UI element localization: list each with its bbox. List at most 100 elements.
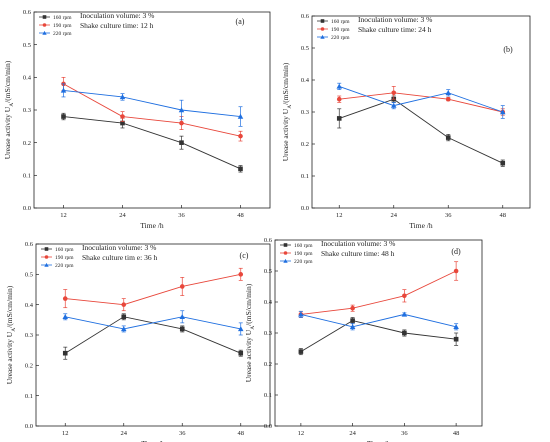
data-point-triangle	[283, 258, 288, 263]
data-point-circle	[44, 255, 49, 259]
series-line	[300, 313, 457, 328]
plot-frame	[274, 239, 483, 427]
legend-entry-160-rpm: 160 rpm	[331, 19, 350, 25]
data-point-square	[62, 350, 68, 356]
y-tick-label: 0.3	[301, 109, 309, 116]
data-point-triangle	[42, 30, 47, 35]
y-axis-title: Urease activity UA/(mS/cm/min)	[281, 62, 293, 161]
data-point-circle	[179, 284, 185, 289]
data-point-triangle	[298, 311, 304, 317]
y-tick-label: 0.2	[264, 361, 272, 368]
y-tick-label: 0.1	[25, 393, 33, 400]
data-point-triangle	[120, 326, 127, 332]
y-tick-label: 0.5	[23, 42, 31, 49]
series-line	[65, 316, 241, 330]
data-point-triangle	[336, 83, 343, 89]
legend-entry-160-rpm: 160 rpm	[55, 247, 74, 253]
data-point-triangle	[390, 102, 397, 108]
data-point-square	[120, 120, 125, 126]
data-point-circle	[238, 133, 243, 139]
y-tick-label: 0.4	[23, 75, 32, 82]
data-point-square	[453, 336, 459, 342]
x-tick-label: 24	[349, 430, 356, 437]
chart-panel-2: 0.0 0.1 0.2 0.3 0.4 0.5 0.6 12 24 36 48 Time /h Urea…	[281, 13, 531, 230]
data-point-triangle	[401, 311, 408, 317]
annotation-line-2: Shake culture time: 12 h	[80, 21, 154, 30]
legend-entry-190-rpm: 190 rpm	[55, 255, 74, 261]
legend-entry-220-rpm: 220 rpm	[55, 263, 74, 269]
y-tick-label: 0.1	[301, 173, 309, 180]
x-tick-label: 24	[121, 430, 128, 437]
series-220-rpm	[298, 310, 459, 331]
data-point-square	[320, 19, 325, 23]
y-tick-label: 0.0	[25, 423, 33, 430]
legend-entry-190-rpm: 190 rpm	[53, 23, 72, 29]
plot-frame	[35, 243, 271, 427]
x-tick-label: 12	[336, 212, 343, 219]
data-point-square	[179, 326, 185, 332]
data-point-triangle	[445, 90, 452, 96]
data-point-triangle	[119, 94, 126, 100]
legend-entry-220-rpm: 220 rpm	[331, 35, 350, 41]
data-point-square	[336, 116, 342, 121]
data-point-square	[500, 160, 506, 166]
data-point-square	[61, 114, 66, 119]
data-point-square	[238, 166, 243, 172]
y-tick-label: 0.3	[23, 107, 31, 114]
data-point-square	[283, 243, 288, 247]
y-tick-label: 0.6	[23, 9, 32, 16]
data-point-circle	[402, 293, 407, 299]
x-tick-label: 36	[178, 212, 185, 219]
y-tick-label: 0.4	[264, 299, 273, 306]
y-axis-title: Urease activity UA/(mS/cm/min)	[3, 60, 15, 159]
x-axis-title: Time /h	[367, 439, 391, 442]
data-point-triangle	[60, 87, 67, 93]
y-tick-label: 0.6	[264, 237, 273, 244]
series-160-rpm	[298, 317, 459, 356]
plot-frame	[311, 15, 531, 209]
series-line	[63, 89, 241, 117]
plot-frame	[33, 11, 271, 209]
data-point-square	[402, 330, 407, 336]
data-point-triangle	[237, 326, 244, 332]
legend-entry-220-rpm: 220 rpm	[53, 31, 72, 37]
series-190-rpm	[298, 261, 459, 318]
data-point-triangle	[349, 324, 356, 330]
panel-label: (b)	[503, 45, 513, 54]
y-axis-title: Urease activity UA/(mS/cm/min)	[5, 285, 17, 384]
annotation-line-1: Inoculation volume: 3 %	[358, 15, 432, 24]
data-point-triangle	[453, 324, 459, 330]
x-tick-label: 48	[453, 430, 460, 437]
annotation-line-1: Inoculation volume: 3 %	[321, 239, 395, 248]
annotation-line-2: Shake culture time: 24 h	[358, 25, 432, 34]
data-point-circle	[445, 96, 451, 102]
data-point-circle	[453, 268, 459, 274]
series-160-rpm	[62, 313, 244, 360]
x-axis-title: Time /h	[141, 439, 165, 442]
data-point-circle	[283, 251, 288, 255]
data-point-circle	[391, 90, 397, 96]
series-line	[339, 98, 503, 164]
x-tick-label: 48	[500, 212, 507, 219]
y-tick-label: 0.3	[25, 332, 33, 339]
data-point-square	[445, 135, 451, 140]
y-tick-label: 0.2	[301, 141, 309, 148]
panel-label: (a)	[236, 17, 245, 26]
data-point-circle	[121, 302, 127, 307]
y-tick-label: 0.6	[25, 241, 34, 248]
x-tick-label: 12	[298, 430, 305, 437]
panel-label: (d)	[451, 247, 461, 256]
series-220-rpm	[336, 82, 506, 119]
series-160-rpm	[61, 112, 243, 173]
legend-entry-190-rpm: 190 rpm	[294, 251, 313, 257]
x-tick-label: 24	[391, 212, 398, 219]
data-point-circle	[320, 27, 325, 31]
data-point-triangle	[320, 34, 325, 39]
annotation-line-1: Inoculation volume: 3 %	[80, 11, 154, 20]
x-tick-label: 24	[119, 212, 126, 219]
data-point-square	[238, 350, 244, 356]
data-point-circle	[336, 96, 342, 102]
y-tick-label: 0.2	[25, 363, 33, 370]
data-point-triangle	[179, 314, 186, 320]
